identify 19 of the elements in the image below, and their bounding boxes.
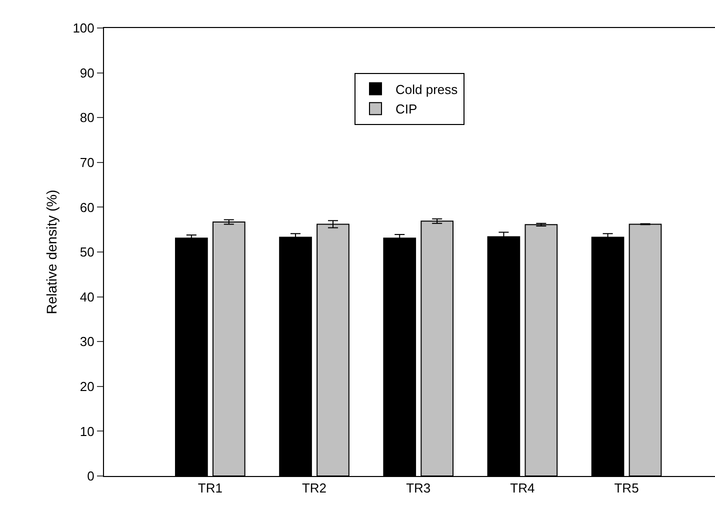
legend-label: Cold press: [396, 82, 458, 97]
y-tick-label: 10: [80, 424, 94, 439]
y-tick-label: 100: [72, 20, 94, 36]
x-tick-label: TR2: [302, 480, 327, 496]
y-tick-label: 50: [80, 244, 94, 260]
y-tick-label: 30: [80, 334, 94, 350]
y-tick-label: 60: [80, 200, 94, 215]
y-tick-label: 0: [87, 468, 94, 484]
y-tick-label: 40: [80, 289, 94, 304]
x-tick-label: TR5: [614, 480, 639, 496]
x-tick-label: TR4: [510, 480, 535, 496]
y-tick-label: 20: [80, 378, 94, 394]
y-tick-label: 90: [80, 65, 94, 80]
y-tick-label: 70: [80, 154, 94, 170]
x-tick-label: TR3: [406, 480, 431, 496]
legend-label: CIP: [396, 102, 418, 117]
y-tick-label: 80: [80, 110, 94, 126]
y-axis-title: Relative density (%): [43, 190, 60, 314]
x-tick-label: TR1: [198, 480, 222, 496]
